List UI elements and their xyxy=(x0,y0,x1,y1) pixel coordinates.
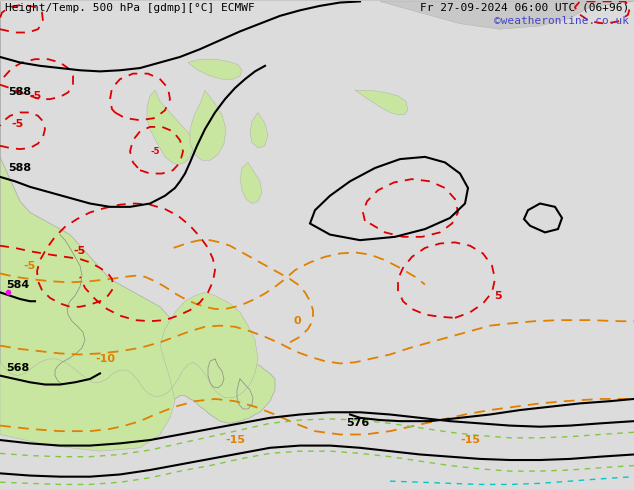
Text: -15: -15 xyxy=(460,435,480,445)
Text: 576: 576 xyxy=(346,418,370,428)
Polygon shape xyxy=(147,90,193,165)
Polygon shape xyxy=(190,90,226,160)
Polygon shape xyxy=(250,113,268,148)
Text: Height/Temp. 500 hPa [gdmp][°C] ECMWF: Height/Temp. 500 hPa [gdmp][°C] ECMWF xyxy=(5,2,255,13)
Text: Fr 27-09-2024 06:00 UTC (06+96): Fr 27-09-2024 06:00 UTC (06+96) xyxy=(420,2,629,13)
Text: 588: 588 xyxy=(8,88,31,98)
Polygon shape xyxy=(0,1,275,423)
Text: -5: -5 xyxy=(24,261,36,270)
Polygon shape xyxy=(188,59,242,79)
Polygon shape xyxy=(0,1,258,451)
Text: -10: -10 xyxy=(95,354,115,364)
Text: 568: 568 xyxy=(6,363,29,373)
Text: -5: -5 xyxy=(12,119,24,128)
Text: ©weatheronline.co.uk: ©weatheronline.co.uk xyxy=(494,16,629,26)
Text: 5: 5 xyxy=(494,291,502,301)
Text: -5: -5 xyxy=(150,147,160,156)
Text: -5: -5 xyxy=(74,246,86,256)
Polygon shape xyxy=(355,90,408,115)
Text: 0: 0 xyxy=(293,316,301,326)
Polygon shape xyxy=(380,1,634,29)
Text: -5: -5 xyxy=(29,91,41,101)
Text: -15: -15 xyxy=(225,435,245,445)
Text: 584: 584 xyxy=(6,280,29,290)
Polygon shape xyxy=(240,162,262,203)
Text: 588: 588 xyxy=(8,163,31,173)
